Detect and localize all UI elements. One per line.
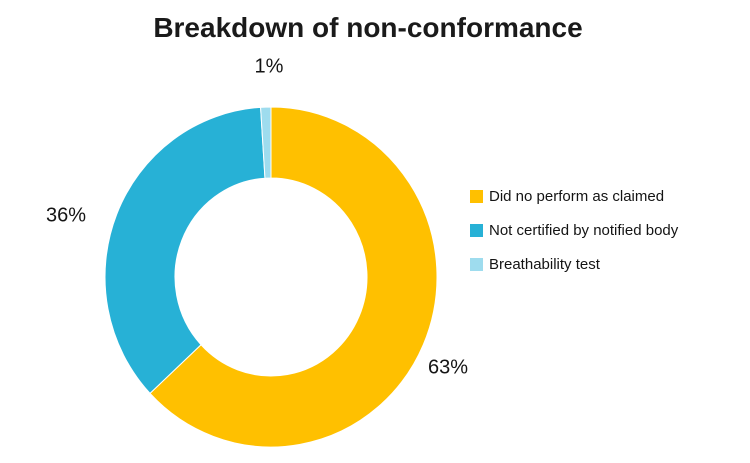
legend-swatch-icon (470, 223, 483, 237)
donut-slice-did-no-perform-as-claimed (149, 106, 438, 448)
legend-label: Breathability test (489, 255, 600, 273)
legend-item-did-no-perform: Did no perform as claimed (470, 187, 678, 205)
chart-title: Breakdown of non-conformance (153, 12, 583, 43)
legend-item-breathability-test: Breathability test (470, 255, 678, 273)
legend-item-not-certified: Not certified by notified body (470, 221, 679, 239)
legend-label: Not certified by notified body (489, 221, 679, 239)
data-label-breathability-test: 1% (254, 55, 284, 78)
legend-swatch-icon (470, 189, 483, 203)
donut-slice-not-certified-by-notified-body (104, 106, 266, 395)
chart-legend: Did no perform as claimed Not certified … (470, 187, 679, 273)
data-label-did-no-perform: 63% (427, 356, 469, 379)
data-label-not-certified: 36% (45, 204, 87, 227)
legend-label: Did no perform as claimed (489, 187, 665, 205)
legend-swatch-icon (470, 257, 483, 271)
donut-slice-breathability-test (260, 106, 272, 179)
